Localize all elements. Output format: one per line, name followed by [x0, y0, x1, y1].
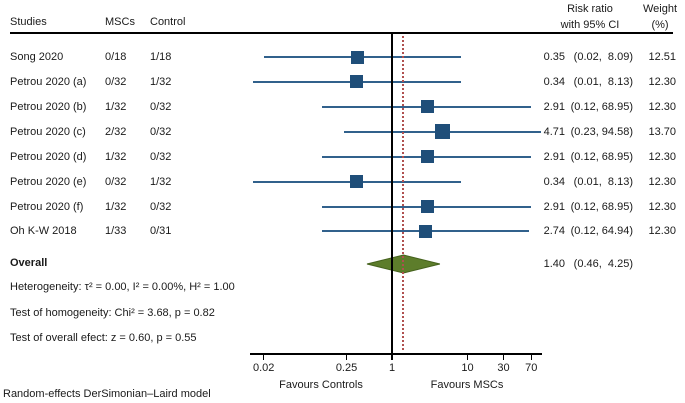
axis-tick-label: 70	[525, 362, 538, 374]
mscs-value: 1/33	[105, 225, 127, 238]
control-value: 1/32	[150, 175, 172, 188]
axis-tick	[345, 353, 348, 360]
axis-tick-label: 0.02	[253, 362, 275, 374]
control-value: 0/32	[150, 100, 172, 113]
weight-value: 12.30	[648, 75, 676, 88]
null-effect-ref-line	[391, 33, 393, 353]
effect-square	[350, 175, 364, 189]
col-header-studies: Studies	[10, 16, 47, 28]
overall-rr-value: 1.40	[543, 258, 565, 270]
mscs-value: 0/32	[105, 75, 127, 88]
axis-tick-label: 30	[497, 362, 510, 374]
mscs-value: 1/32	[105, 100, 127, 113]
mscs-value: 0/18	[105, 51, 127, 63]
weight-value: 12.30	[648, 225, 676, 238]
col-header-risk-ratio-line2: with 95% CI	[560, 19, 620, 31]
x-axis-line	[250, 353, 542, 355]
axis-tick	[391, 353, 393, 360]
mscs-value: 1/32	[105, 200, 127, 213]
rr-value: 0.34	[543, 75, 565, 88]
rr-value: 0.34	[543, 175, 565, 188]
ci-value: (0.02, 8.09)	[573, 51, 633, 63]
study-label: Petrou 2020 (e)	[10, 175, 87, 188]
axis-tick-label: 1	[388, 362, 396, 374]
control-value: 0/32	[150, 200, 172, 213]
rr-value: 2.91	[543, 200, 565, 213]
ci-value: (0.12, 68.95)	[570, 100, 633, 113]
rr-value: 2.74	[543, 225, 565, 238]
study-label: Petrou 2020 (d)	[10, 150, 87, 163]
overall-effect-test-stat: Test of overall efect: z = 0.60, p = 0.5…	[10, 331, 197, 344]
study-label: Petrou 2020 (f)	[10, 200, 84, 213]
effect-square	[350, 75, 364, 89]
study-label: Song 2020	[10, 51, 64, 63]
ci-value: (0.12, 68.95)	[570, 150, 633, 163]
control-value: 0/32	[150, 150, 172, 163]
mscs-value: 0/32	[105, 175, 127, 188]
axis-tick-label: 10	[461, 362, 474, 374]
col-header-risk-ratio-line1: Risk ratio	[567, 3, 613, 15]
axis-tick-label: 0.25	[335, 362, 358, 374]
col-header-weight-line1: Weight	[642, 3, 678, 15]
col-header-mscs: MSCs	[105, 16, 135, 28]
weight-value: 12.30	[648, 175, 676, 188]
weight-value: 12.51	[648, 51, 676, 63]
ci-value: (0.01, 8.13)	[573, 75, 633, 88]
heterogeneity-stat: Heterogeneity: τ² = 0.00, I² = 0.00%, H²…	[10, 281, 235, 293]
ci-value: (0.12, 68.95)	[570, 200, 633, 213]
col-header-weight-line2: (%)	[651, 19, 669, 31]
overall-estimate-dotted-line	[402, 36, 404, 352]
effect-square	[435, 124, 451, 140]
rr-value: 2.91	[543, 100, 565, 113]
study-label: Oh K-W 2018	[10, 225, 77, 238]
effect-square	[418, 224, 432, 238]
axis-tick	[262, 353, 265, 360]
header-rule	[10, 31, 673, 34]
axis-tick	[466, 353, 469, 360]
favours-controls-label: Favours Controls	[279, 379, 363, 391]
study-label: Petrou 2020 (b)	[10, 100, 87, 113]
axis-tick	[530, 353, 533, 360]
mscs-value: 1/32	[105, 150, 127, 163]
rr-value: 0.35	[543, 51, 565, 63]
axis-tick	[502, 353, 505, 360]
control-value: 0/32	[150, 125, 172, 138]
weight-value: 12.30	[648, 150, 676, 163]
ci-value: (0.12, 64.94)	[570, 225, 633, 238]
overall-label: Overall	[10, 257, 48, 269]
homogeneity-test-stat: Test of homogeneity: Chi² = 3.68, p = 0.…	[10, 306, 215, 319]
rr-value: 2.91	[543, 150, 565, 163]
model-footnote: Random-effects DerSimonian–Laird model	[3, 388, 211, 400]
ci-value: (0.01, 8.13)	[573, 175, 633, 188]
control-value: 1/18	[150, 51, 172, 63]
weight-value: 12.30	[648, 100, 676, 113]
study-label: Petrou 2020 (a)	[10, 75, 87, 88]
ci-value: (0.23, 94.58)	[570, 125, 633, 138]
weight-value: 13.70	[648, 125, 676, 138]
overall-ci-value: (0.46, 4.25)	[573, 258, 633, 270]
effect-square	[420, 150, 434, 164]
effect-square	[420, 100, 434, 114]
control-value: 0/31	[150, 225, 172, 238]
effect-square	[351, 50, 365, 64]
weight-value: 12.30	[648, 200, 676, 213]
effect-square	[420, 200, 434, 214]
rr-value: 4.71	[543, 125, 565, 138]
control-value: 1/32	[150, 75, 172, 88]
favours-mscs-label: Favours MSCs	[430, 379, 504, 391]
study-label: Petrou 2020 (c)	[10, 125, 86, 138]
col-header-control: Control	[150, 16, 186, 28]
mscs-value: 2/32	[105, 125, 127, 138]
